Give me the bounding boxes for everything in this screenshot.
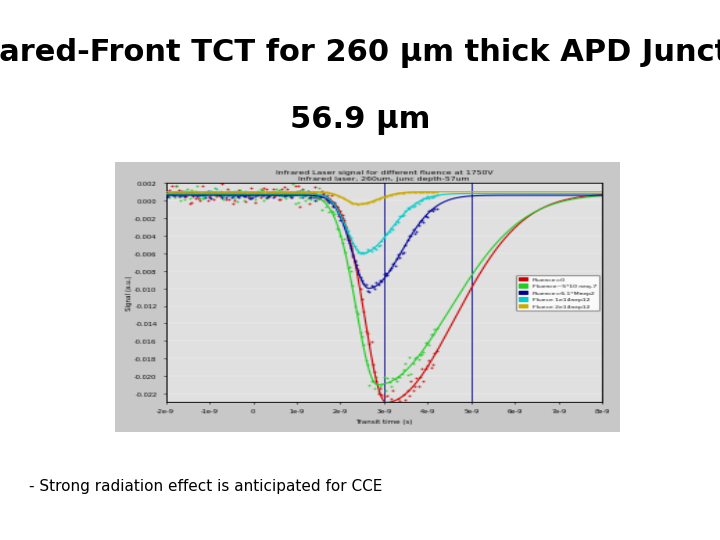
Text: - Strong radiation effect is anticipated for CCE: - Strong radiation effect is anticipated…	[29, 478, 382, 494]
Text: Infrared-Front TCT for 260 μm thick APD Junction: Infrared-Front TCT for 260 μm thick APD …	[0, 38, 720, 68]
Text: 56.9 μm: 56.9 μm	[290, 106, 430, 136]
